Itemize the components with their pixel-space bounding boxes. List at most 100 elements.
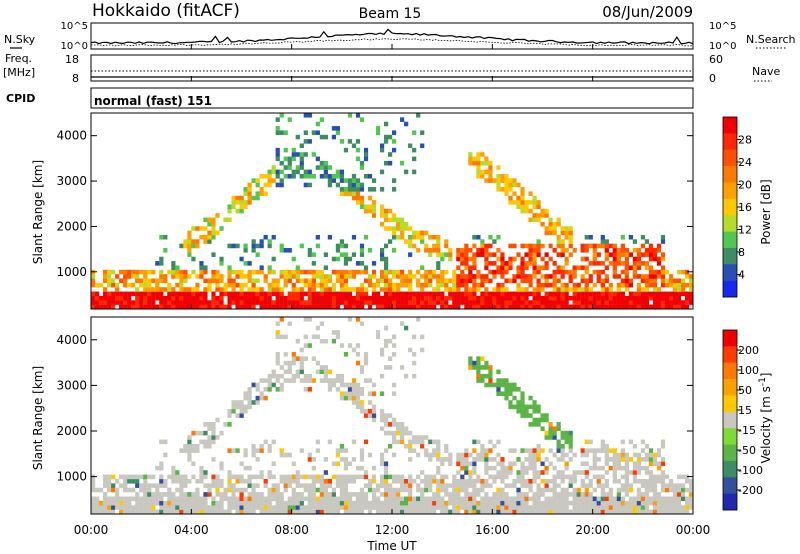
heatmap-cell [231, 291, 236, 297]
heatmap-cell [548, 256, 553, 262]
heatmap-cell [279, 243, 284, 249]
heatmap-cell [660, 487, 666, 493]
heatmap-cell [175, 282, 180, 288]
heatmap-cell [600, 465, 605, 471]
heatmap-cell [147, 287, 152, 292]
heatmap-cell [335, 461, 341, 467]
heatmap-cell [524, 500, 529, 506]
heatmap-cell [488, 295, 493, 301]
heatmap-cell [676, 483, 682, 488]
heatmap-cell [672, 492, 678, 497]
heatmap-cell [119, 295, 124, 301]
heatmap-cell [404, 443, 409, 449]
heatmap-cell [315, 448, 320, 453]
heatmap-cell [311, 356, 316, 361]
heatmap-cell [319, 282, 324, 288]
heatmap-cell [532, 474, 537, 480]
heatmap-cell [428, 509, 433, 515]
heatmap-cell [307, 487, 312, 493]
heatmap-cell [636, 465, 642, 471]
heatmap-cell [131, 300, 136, 305]
heatmap-cell [608, 282, 613, 288]
heatmap-cell [464, 509, 469, 515]
heatmap-cell [392, 248, 397, 253]
heatmap-cell [548, 304, 553, 310]
heatmap-cell [111, 300, 116, 305]
heatmap-cell [632, 248, 638, 253]
heatmap-cell [616, 295, 621, 301]
heatmap-cell [528, 304, 533, 310]
heatmap-cell [636, 287, 642, 292]
heatmap-cell [195, 500, 200, 506]
heatmap-cell [520, 295, 525, 301]
heatmap-cell [500, 382, 505, 388]
heatmap-cell [175, 274, 180, 279]
heatmap-cell [544, 261, 549, 266]
heatmap-cell [516, 282, 521, 288]
heatmap-cell [688, 282, 694, 288]
heatmap-cell [548, 422, 553, 427]
heatmap-cell [303, 182, 308, 188]
heatmap-cell [564, 430, 569, 436]
heatmap-cell [396, 439, 401, 445]
heatmap-cell [279, 317, 284, 322]
heatmap-cell [648, 282, 654, 288]
heatmap-cell [279, 182, 284, 188]
heatmap-cell [143, 505, 148, 510]
heatmap-cell [584, 287, 589, 292]
heatmap-cell [255, 191, 260, 196]
heatmap-cell [520, 492, 525, 497]
heatmap-cell [432, 478, 437, 484]
heatmap-cell [211, 217, 216, 223]
heatmap-cell [452, 496, 457, 502]
heatmap-cell [528, 191, 533, 196]
heatmap-cell [379, 509, 385, 515]
heatmap-cell [484, 496, 489, 502]
heatmap-cell [596, 261, 601, 266]
heatmap-cell [436, 248, 441, 253]
power-colorbar-swatch [723, 215, 737, 232]
heatmap-cell [147, 295, 152, 301]
heatmap-cell [676, 496, 682, 502]
heatmap-cell [440, 483, 445, 488]
heatmap-cell [556, 221, 561, 227]
heatmap-cell [552, 465, 557, 471]
heatmap-cell [303, 505, 308, 510]
heatmap-cell [303, 304, 308, 310]
heatmap-cell [175, 505, 180, 510]
heatmap-cell [528, 505, 533, 510]
heatmap-cell [460, 496, 465, 502]
heatmap-cell [636, 261, 642, 266]
heatmap-cell [203, 265, 208, 270]
heatmap-cell [359, 369, 365, 375]
heatmap-cell [359, 300, 365, 305]
heatmap-cell [191, 443, 196, 449]
heatmap-cell [660, 461, 666, 467]
heatmap-cell [652, 252, 658, 257]
heatmap-cell [199, 265, 204, 270]
heatmap-cell [331, 505, 337, 510]
heatmap-cell [456, 287, 461, 292]
heatmap-cell [436, 500, 441, 506]
heatmap-cell [387, 483, 393, 488]
heatmap-cell [628, 265, 633, 270]
heatmap-cell [476, 505, 481, 510]
heatmap-cell [111, 496, 116, 502]
heatmap-cell [416, 487, 421, 493]
heatmap-cell [375, 300, 381, 305]
heatmap-cell [604, 278, 609, 284]
heatmap-cell [484, 492, 489, 497]
heatmap-cell [343, 278, 349, 284]
heatmap-cell [235, 496, 240, 502]
heatmap-cell [371, 295, 377, 301]
heatmap-cell [251, 382, 256, 388]
heatmap-cell [203, 226, 208, 231]
heatmap-cell [303, 139, 308, 144]
heatmap-cell [387, 282, 393, 288]
heatmap-cell [408, 226, 413, 231]
heatmap-cell [412, 130, 417, 135]
heatmap-cell [339, 169, 345, 175]
heatmap-cell [279, 509, 284, 515]
heatmap-cell [247, 496, 252, 502]
heatmap-cell [488, 483, 493, 488]
